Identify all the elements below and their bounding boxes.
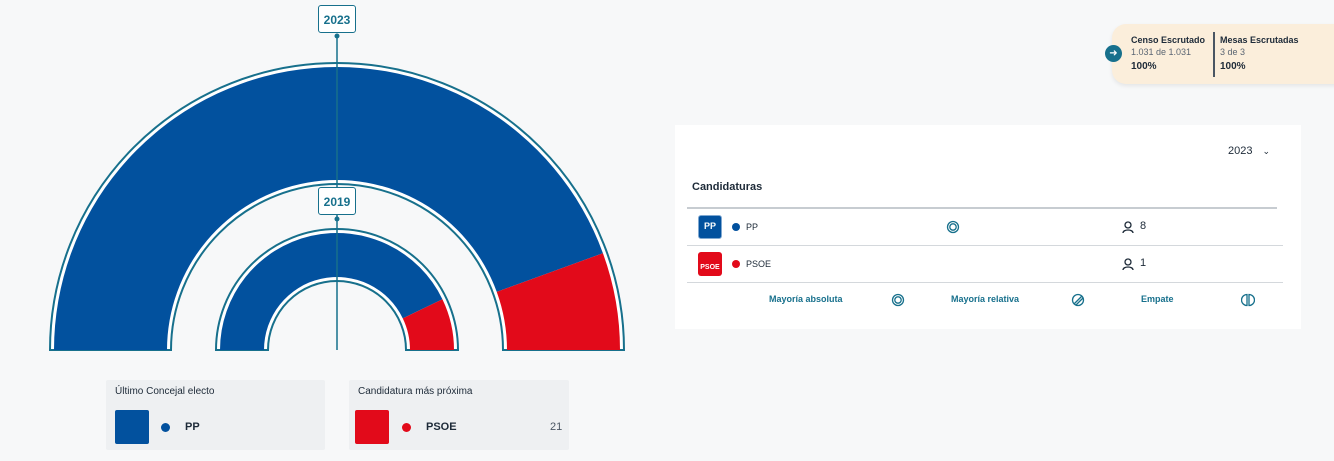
- inner-ring-segment-psoe[interactable]: [402, 299, 454, 350]
- scrutiny-box: ➜ Censo Escrutado 1.031 de 1.031 100% Me…: [1105, 24, 1334, 84]
- last-elected-dot: [161, 423, 170, 432]
- legend-tie: Empate: [1141, 294, 1174, 304]
- psoe-seats: 1: [1140, 257, 1147, 269]
- pp-logo-icon: PP: [698, 215, 722, 239]
- tables-title: Mesas Escrutadas: [1220, 35, 1299, 45]
- psoe-dot: [732, 260, 740, 268]
- year-axis-dot: [334, 33, 340, 39]
- outer-ring-segment-psoe[interactable]: [496, 253, 620, 350]
- scrutiny-divider: [1213, 32, 1215, 77]
- year-dropdown-value: 2023: [1228, 145, 1253, 157]
- candidates-panel: 2023 ⌄ Candidaturas PP PP 8 PSOE PSOE 1 M…: [675, 125, 1301, 329]
- arrow-right-icon[interactable]: ➜: [1105, 45, 1122, 62]
- pp-name: PP: [746, 222, 759, 232]
- absolute-majority-icon: [891, 293, 905, 307]
- inner-ring-segment-pp[interactable]: [220, 232, 443, 350]
- psoe-logo-icon: PSOE: [698, 252, 722, 276]
- year-dropdown[interactable]: 2023 ⌄: [1228, 145, 1270, 157]
- header-divider: [687, 207, 1277, 209]
- legend-relative-majority: Mayoría relativa: [951, 294, 1020, 304]
- tie-icon: [1241, 293, 1255, 307]
- year-axis-dot: [334, 216, 340, 222]
- person-icon: [1122, 221, 1134, 234]
- next-candidate-card: Candidatura más próxima PSOE 21: [349, 380, 569, 450]
- year-tag-2019[interactable]: 2019: [318, 187, 356, 215]
- psoe-name: PSOE: [746, 259, 772, 269]
- row-divider: [687, 245, 1283, 246]
- census-title: Censo Escrutado: [1131, 35, 1206, 45]
- last-elected-swatch: [115, 410, 149, 444]
- census-detail: 1.031 de 1.031: [1131, 47, 1192, 57]
- tables-scrutiny: Mesas Escrutadas 3 de 3 100%: [1220, 35, 1299, 72]
- next-candidate-swatch: [355, 410, 389, 444]
- hemicycle-chart: [48, 33, 626, 351]
- year-tag-2023[interactable]: 2023: [318, 5, 356, 33]
- next-candidate-title: Candidatura más próxima: [358, 386, 473, 397]
- next-candidate-party: PSOE: [426, 421, 457, 433]
- tables-detail: 3 de 3: [1220, 47, 1246, 57]
- absolute-majority-icon: [946, 220, 960, 234]
- census-scrutiny: Censo Escrutado 1.031 de 1.031 100%: [1131, 35, 1205, 72]
- pp-seats: 8: [1140, 220, 1147, 232]
- person-icon: [1122, 258, 1134, 271]
- outer-ring-segment-pp[interactable]: [54, 66, 603, 351]
- next-candidate-votes: 21: [550, 421, 563, 433]
- outer-ring-2023: [48, 62, 626, 351]
- last-elected-party: PP: [185, 421, 200, 433]
- pp-dot: [732, 223, 740, 231]
- next-candidate-dot: [402, 423, 411, 432]
- last-elected-title: Último Concejal electo: [115, 386, 215, 397]
- legend-absolute-majority: Mayoría absoluta: [769, 294, 843, 304]
- chevron-down-icon: ⌄: [1262, 146, 1271, 156]
- census-pct: 100%: [1131, 61, 1157, 72]
- panel-title: Candidaturas: [692, 181, 763, 193]
- relative-majority-icon: [1071, 293, 1085, 307]
- row-divider: [687, 282, 1283, 283]
- tables-pct: 100%: [1220, 61, 1246, 72]
- inner-ring-2019: [214, 228, 460, 351]
- last-elected-card: Último Concejal electo PP: [106, 380, 325, 450]
